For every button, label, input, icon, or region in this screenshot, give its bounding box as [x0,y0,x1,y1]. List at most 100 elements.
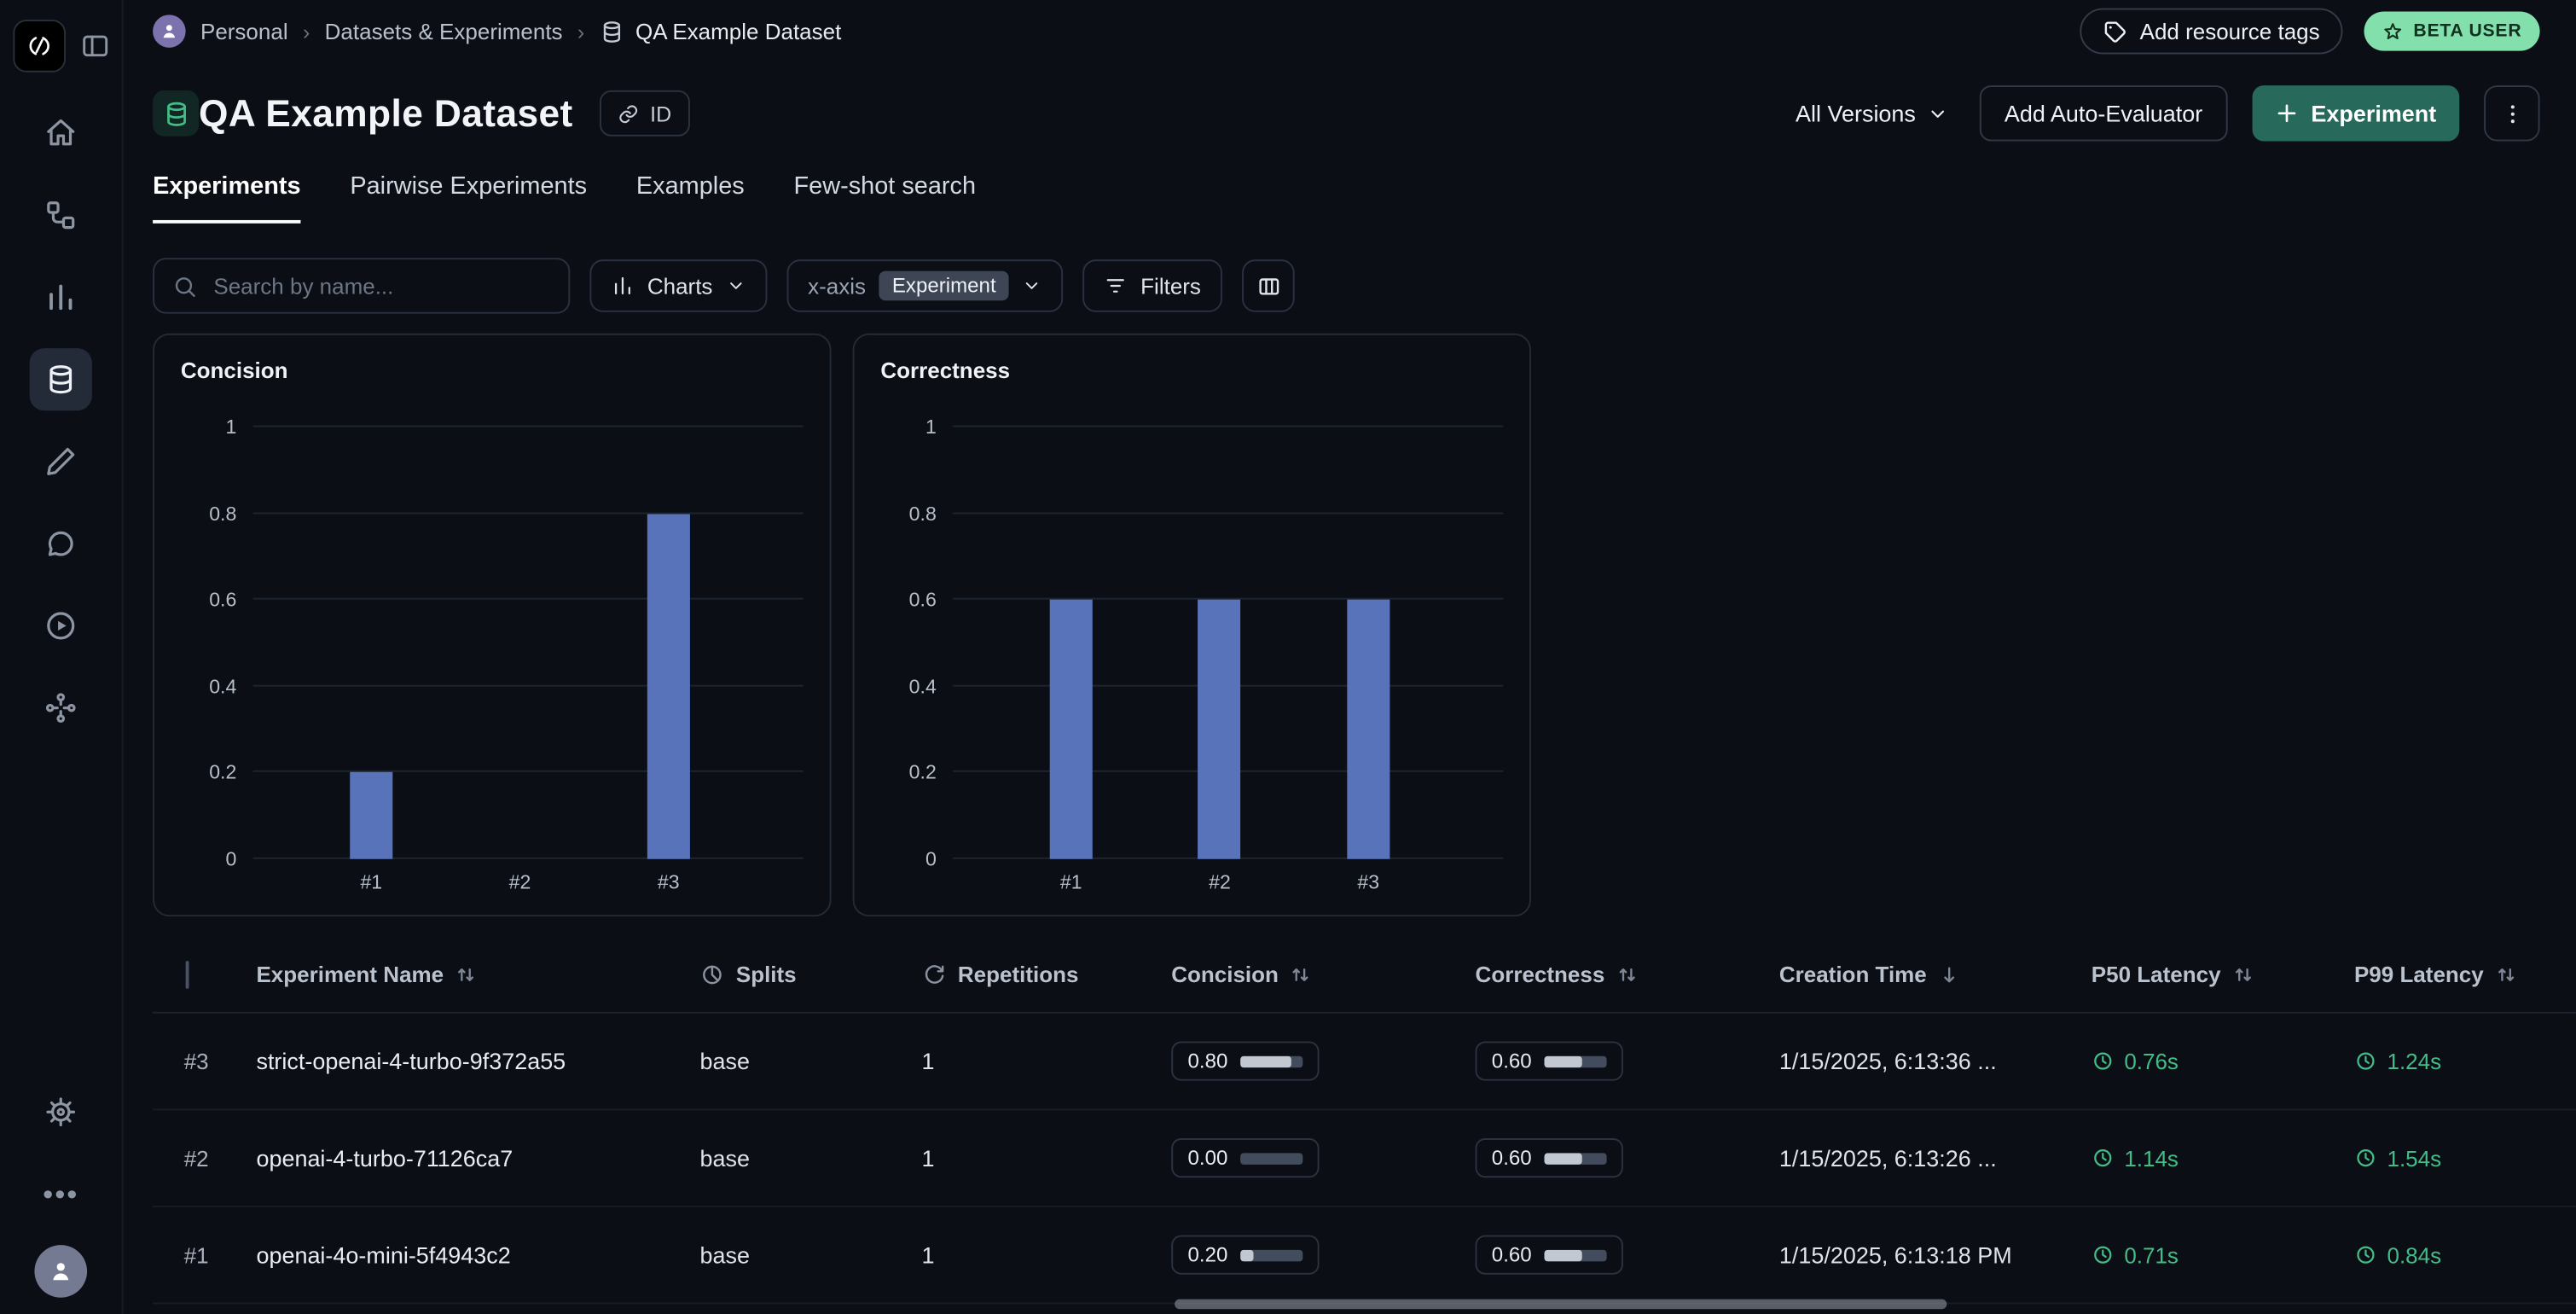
plus-icon [2277,104,2295,123]
row-index: #1 [183,1242,209,1268]
sidebar-item-dashboards[interactable] [30,266,92,328]
prompts-icon [44,527,78,561]
pie-icon [703,964,722,984]
versions-dropdown[interactable]: All Versions [1789,100,1955,126]
column-header-creation-time[interactable]: Creation Time [1779,962,2092,986]
column-header-splits[interactable]: Splits [699,962,921,986]
table-row[interactable]: #1 openai-4o-mini-5f4943c2 base 1 0.20 0… [153,1207,2576,1305]
sidebar: ••• [0,0,124,1314]
creation-time: 1/15/2025, 6:13:26 ... [1778,1144,1997,1172]
column-header-p99-latency[interactable]: P99 Latency [2354,962,2576,986]
correctness-score: 0.60 [1475,1138,1624,1178]
charts-panel: Concision 0 0.2 0.4 0.6 0.8 1 #1 #2 #3 Correctn… [123,333,2576,917]
xaxis-value-chip: Experiment [879,270,1010,301]
column-header-p50-latency[interactable]: P50 Latency [2092,962,2354,986]
score-progress-bar [1240,1055,1303,1067]
page-title: QA Example Dataset [199,90,573,134]
creation-time: 1/15/2025, 6:13:36 ... [1778,1048,1997,1074]
sort-icon [1619,968,1635,980]
splits-value: base [699,1241,750,1269]
sidebar-item-tracing-projects[interactable] [30,184,92,247]
gridline [252,684,804,687]
filters-button[interactable]: Filters [1082,259,1222,312]
y-tick-label: 0.2 [908,761,937,785]
sidebar-item-home[interactable] [30,102,92,164]
charts-dropdown-button[interactable]: Charts [589,259,767,312]
experiment-name[interactable]: strict-openai-4-turbo-9f372a55 [256,1048,566,1074]
x-tick-label: #3 [657,870,680,894]
y-tick-label: 0.4 [209,674,237,698]
y-tick-label: 0.6 [908,588,937,612]
column-header-experiment-name[interactable]: Experiment Name [256,962,699,986]
concision-score: 0.80 [1171,1041,1320,1081]
search-icon [175,276,195,296]
columns-icon [1258,277,1279,294]
chart-x-axis: #1 #2 #3 [253,870,804,904]
more-icon: ••• [43,1177,79,1211]
user-avatar[interactable] [34,1245,88,1298]
add-resource-tags-button[interactable]: Add resource tags [2079,8,2343,55]
sidebar-item-datasets[interactable] [29,348,92,411]
creation-time: 1/15/2025, 6:13:18 PM [1778,1241,2012,1269]
concision-score: 0.20 [1171,1235,1320,1275]
horizontal-scrollbar-thumb[interactable] [1175,1299,1947,1310]
new-experiment-button[interactable]: Experiment [2252,85,2460,142]
sidebar-item-annotation-queues[interactable] [30,430,92,492]
annotation-queues-icon [44,445,78,479]
dataset-icon [153,90,200,137]
repetitions-value: 1 [921,1048,935,1074]
sort-icon [458,968,474,980]
tab-examples[interactable]: Examples [635,172,745,201]
sidebar-item-more[interactable]: ••• [30,1163,92,1225]
table-row[interactable]: #3 strict-openai-4-turbo-9f372a55 base 1… [153,1014,2576,1111]
search-input[interactable] [210,271,551,300]
table-header-row: Experiment Name Splits Repetitions Conci… [153,936,2576,1014]
x-tick-label: #1 [360,870,383,894]
chart-x-axis: #1 #2 #3 [953,870,1503,904]
experiment-name[interactable]: openai-4o-mini-5f4943c2 [256,1241,511,1269]
column-header-correctness[interactable]: Correctness [1476,962,1779,986]
column-header-concision[interactable]: Concision [1171,962,1475,986]
sidebar-item-playground[interactable] [30,595,92,657]
gridline [252,425,804,427]
chart-icon [614,276,630,295]
sidebar-item-deployments[interactable] [30,677,92,739]
playground-icon [44,609,78,642]
experiment-name[interactable]: openai-4-turbo-71126ca7 [256,1144,513,1172]
bar-#3 [647,513,690,859]
score-progress-bar [1545,1055,1608,1067]
tab-pairwise-experiments[interactable]: Pairwise Experiments [350,172,588,201]
chart-card-correctness: Correctness 0 0.2 0.4 0.6 0.8 1 #1 #2 #3 [852,333,1532,917]
tab-few-shot-search[interactable]: Few-shot search [793,172,977,201]
clock-icon [2094,1052,2112,1070]
row-index: #3 [183,1049,209,1073]
beta-user-badge: BETA USER [2364,11,2540,51]
main-area: Personal › Datasets & Experiments › QA E… [123,0,2576,1314]
select-all-checkbox[interactable] [185,960,189,988]
sidebar-item-prompts[interactable] [30,513,92,575]
chart-title: Concision [180,358,288,383]
table-row[interactable]: #2 openai-4-turbo-71126ca7 base 1 0.00 0… [153,1110,2576,1207]
score-progress-bar [1240,1152,1303,1164]
breadcrumb-item-personal[interactable]: Personal [200,19,288,44]
column-header-repetitions[interactable]: Repetitions [921,962,1171,986]
sort-icon [2235,968,2251,980]
chart-y-axis: 0 0.2 0.4 0.6 0.8 1 [880,416,953,870]
tracing-projects-icon [44,199,78,232]
more-actions-button[interactable] [2484,85,2540,142]
sidebar-collapse-icon[interactable] [79,32,109,61]
app-logo-icon[interactable] [12,20,66,73]
chevron-down-icon [1026,282,1038,289]
tab-experiments[interactable]: Experiments [153,172,301,224]
add-auto-evaluator-button[interactable]: Add Auto-Evaluator [1980,85,2228,142]
y-tick-label: 0 [225,847,237,871]
breadcrumb-item-datasets-experiments[interactable]: Datasets & Experiments [324,19,563,44]
xaxis-dropdown-button[interactable]: x-axis Experiment [786,259,1064,312]
tag-icon [2103,20,2125,42]
y-tick-label: 0 [925,847,937,871]
sidebar-item-settings[interactable] [30,1081,92,1143]
y-tick-label: 0.8 [908,502,937,526]
sidebar-bottom: ••• [30,1081,92,1314]
columns-button[interactable] [1242,259,1295,312]
dataset-id-chip[interactable]: ID [599,90,690,137]
